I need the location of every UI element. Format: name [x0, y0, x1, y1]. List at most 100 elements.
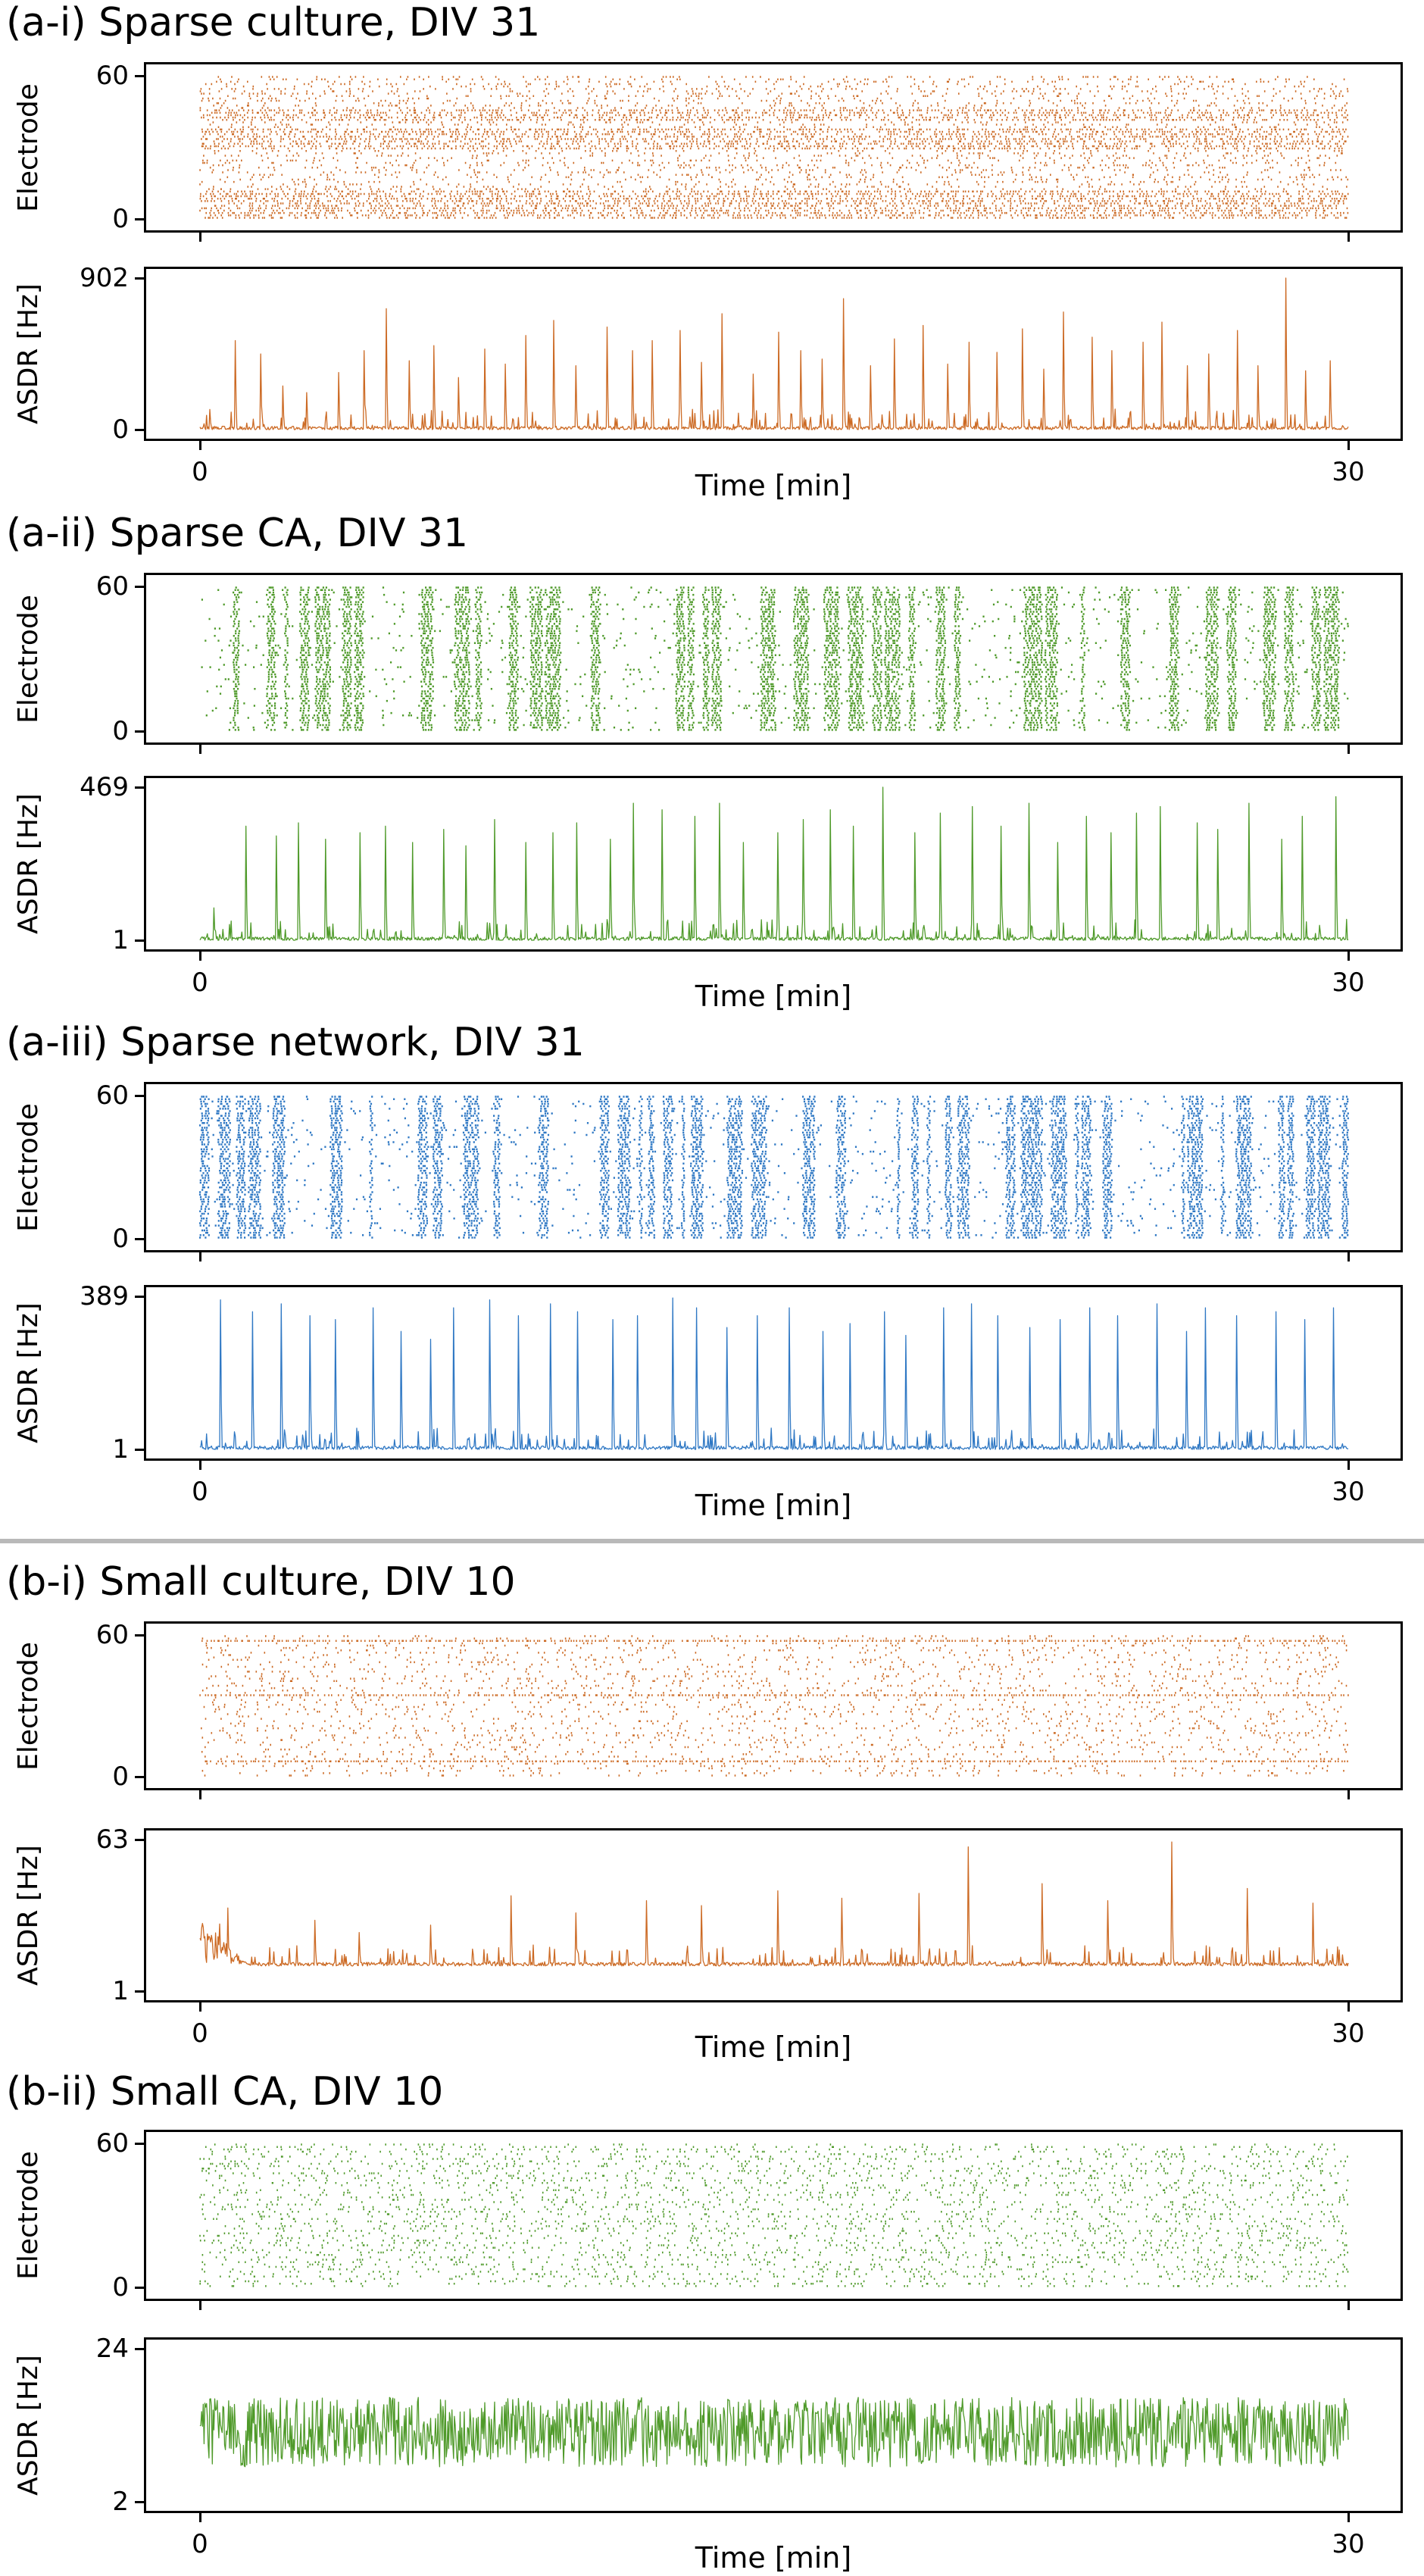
- x-tick-mark: [199, 233, 201, 242]
- x-tick-mark: [199, 1790, 201, 1799]
- spike-marks: [199, 76, 1349, 219]
- asdr-y-axis-label: ASDR [Hz]: [13, 793, 44, 934]
- y-tick-mark: [135, 218, 144, 220]
- x-tick-label: 30: [1332, 2529, 1365, 2559]
- x-tick-mark: [1347, 745, 1350, 754]
- y-tick-mark: [135, 2501, 144, 2503]
- x-tick-label: 30: [1332, 968, 1365, 998]
- x-tick-mark: [199, 952, 201, 961]
- x-tick-label: 0: [192, 1477, 208, 1507]
- y-tick-mark: [135, 2287, 144, 2289]
- y-tick-label: 0: [112, 1224, 129, 1254]
- raster-axes: [144, 62, 1403, 233]
- x-tick-mark: [199, 1461, 201, 1470]
- x-tick-mark: [1347, 1790, 1350, 1799]
- spike-marks: [199, 1635, 1349, 1777]
- x-tick-mark: [1347, 2301, 1350, 2310]
- raster-y-axis-label: Electrode: [13, 83, 44, 212]
- x-tick-mark: [199, 2513, 201, 2522]
- y-tick-mark: [135, 429, 144, 431]
- raster-plot: [199, 1635, 1349, 1777]
- asdr-series-line: [199, 786, 1349, 941]
- y-tick-mark: [135, 1839, 144, 1841]
- y-tick-label: 60: [95, 2128, 129, 2159]
- y-tick-mark: [135, 2348, 144, 2350]
- y-tick-label: 63: [95, 1824, 129, 1855]
- y-tick-label: 0: [112, 716, 129, 746]
- x-tick-mark: [1347, 441, 1350, 450]
- panel-title: (b-ii) Small CA, DIV 10: [6, 2069, 444, 2115]
- asdr-axes: [144, 267, 1403, 441]
- x-tick-mark: [1347, 233, 1350, 242]
- x-tick-label: 0: [192, 457, 208, 487]
- x-tick-mark: [199, 2301, 201, 2310]
- panel-title: (a-i) Sparse culture, DIV 31: [6, 0, 541, 45]
- y-tick-mark: [135, 1776, 144, 1778]
- panel-title: (a-ii) Sparse CA, DIV 31: [6, 511, 469, 556]
- y-tick-mark: [135, 1095, 144, 1097]
- y-tick-label: 0: [112, 414, 129, 445]
- raster-axes: [144, 1621, 1403, 1790]
- y-tick-mark: [135, 939, 144, 942]
- spike-marks: [199, 2143, 1349, 2287]
- y-tick-label: 60: [95, 1080, 129, 1111]
- y-tick-label: 1: [112, 1976, 129, 2006]
- asdr-plot: [199, 277, 1349, 430]
- asdr-y-axis-label: ASDR [Hz]: [13, 2355, 44, 2496]
- x-axis-label: Time [min]: [695, 2541, 852, 2574]
- x-axis-label: Time [min]: [695, 469, 852, 502]
- raster-plot: [199, 2143, 1349, 2287]
- y-tick-mark: [135, 2143, 144, 2145]
- asdr-axes: [144, 1828, 1403, 2002]
- section-divider: [0, 1539, 1424, 1543]
- asdr-axes: [144, 776, 1403, 952]
- y-tick-mark: [135, 1296, 144, 1298]
- raster-plot: [198, 1096, 1350, 1239]
- y-tick-label: 60: [95, 571, 129, 602]
- y-tick-label: 60: [95, 61, 129, 91]
- panel-title: (b-i) Small culture, DIV 10: [6, 1559, 516, 1605]
- x-tick-label: 30: [1332, 2018, 1365, 2049]
- spike-marks: [198, 1096, 1350, 1239]
- y-tick-mark: [135, 1990, 144, 1993]
- x-tick-mark: [1347, 1461, 1350, 1470]
- y-tick-label: 389: [80, 1281, 129, 1311]
- x-tick-label: 0: [192, 968, 208, 998]
- y-tick-label: 1: [112, 925, 129, 955]
- y-tick-label: 1: [112, 1434, 129, 1465]
- y-tick-mark: [135, 586, 144, 588]
- raster-y-axis-label: Electrode: [13, 1641, 44, 1771]
- raster-axes: [144, 1082, 1403, 1252]
- y-tick-mark: [135, 1449, 144, 1451]
- x-tick-mark: [199, 2002, 201, 2012]
- raster-plot: [199, 76, 1349, 219]
- asdr-plot: [199, 1841, 1349, 1967]
- spike-marks: [201, 586, 1349, 731]
- asdr-axes: [144, 1285, 1403, 1461]
- x-tick-label: 0: [192, 2529, 208, 2559]
- x-tick-label: 0: [192, 2018, 208, 2049]
- asdr-series-line: [199, 1841, 1349, 1967]
- raster-y-axis-label: Electrode: [13, 1102, 44, 1232]
- x-axis-label: Time [min]: [695, 2030, 852, 2064]
- y-tick-label: 24: [95, 2334, 129, 2364]
- x-tick-mark: [1347, 1252, 1350, 1261]
- x-axis-label: Time [min]: [695, 1489, 852, 1522]
- y-tick-label: 60: [95, 1620, 129, 1650]
- raster-axes: [144, 2130, 1403, 2301]
- asdr-plot: [199, 2396, 1349, 2468]
- y-tick-mark: [135, 277, 144, 280]
- x-axis-label: Time [min]: [695, 980, 852, 1013]
- x-tick-mark: [199, 1252, 201, 1261]
- raster-y-axis-label: Electrode: [13, 594, 44, 724]
- asdr-series-line: [199, 2396, 1349, 2468]
- x-tick-mark: [199, 441, 201, 450]
- asdr-series-line: [199, 277, 1349, 430]
- x-tick-label: 30: [1332, 1477, 1365, 1507]
- y-tick-label: 0: [112, 1762, 129, 1792]
- asdr-plot: [199, 786, 1349, 941]
- y-tick-label: 902: [80, 263, 129, 293]
- x-tick-mark: [1347, 2513, 1350, 2522]
- asdr-y-axis-label: ASDR [Hz]: [13, 283, 44, 424]
- y-tick-mark: [135, 730, 144, 733]
